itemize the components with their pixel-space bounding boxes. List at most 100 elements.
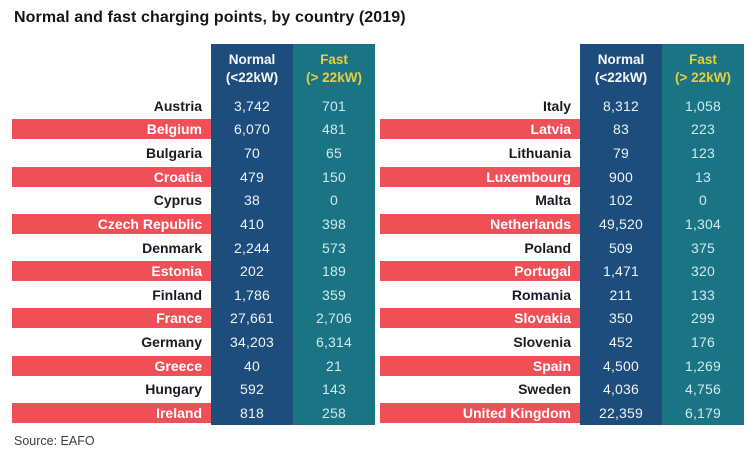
table-row: Netherlands 49,520 1,304 xyxy=(380,212,744,236)
country-label: Greece xyxy=(12,355,211,376)
table-row: Denmark 2,244 573 xyxy=(12,235,375,260)
country-label-cell: Estonia xyxy=(12,259,211,283)
country-label: France xyxy=(12,308,211,329)
table-row: Sweden 4,036 4,756 xyxy=(380,377,744,402)
normal-value: 34,203 xyxy=(211,330,293,354)
country-label-cell: Netherlands xyxy=(380,212,580,236)
rows: Austria 3,742 701 Belgium 6,070 481 Bulgaria 70… xyxy=(12,94,375,425)
fast-header-line2: (> 22kW) xyxy=(675,70,731,85)
country-label: Portugal xyxy=(380,261,580,282)
normal-value: 8,312 xyxy=(580,94,662,118)
fast-column-header: Fast (> 22kW) xyxy=(293,44,375,94)
normal-value: 350 xyxy=(580,306,662,331)
country-label-cell: Luxembourg xyxy=(380,165,580,189)
fast-value: 1,058 xyxy=(662,94,744,118)
normal-value: 202 xyxy=(211,259,293,283)
normal-header-line1: Normal xyxy=(597,52,645,68)
fast-value: 375 xyxy=(662,235,744,260)
country-label: Austria xyxy=(153,97,202,114)
fast-value: 6,314 xyxy=(293,330,375,354)
table-right: Normal (<22kW) Fast (> 22kW) Italy 8,312 1… xyxy=(380,44,744,425)
table-row: France 27,661 2,706 xyxy=(12,306,375,331)
normal-value: 102 xyxy=(580,188,662,213)
table-row: Slovakia 350 299 xyxy=(380,306,744,331)
country-label-cell: Ireland xyxy=(12,401,211,425)
fast-value: 150 xyxy=(293,164,375,189)
table-row: United Kingdom 22,359 6,179 xyxy=(380,401,744,425)
country-label-cell: Croatia xyxy=(12,165,211,189)
table-header: Normal (<22kW) Fast (> 22kW) xyxy=(12,44,375,94)
country-label: Netherlands xyxy=(380,213,580,234)
table-row: Belgium 6,070 481 xyxy=(12,117,375,142)
country-label: Slovakia xyxy=(380,308,580,329)
country-label-cell: United Kingdom xyxy=(380,401,580,425)
fast-value: 701 xyxy=(293,94,375,118)
country-label-cell: Slovenia xyxy=(380,330,580,354)
normal-value: 40 xyxy=(211,353,293,378)
fast-value: 258 xyxy=(293,401,375,425)
country-label: Luxembourg xyxy=(380,166,580,187)
country-label-cell: France xyxy=(12,307,211,331)
normal-value: 3,742 xyxy=(211,94,293,118)
table-row: Bulgaria 70 65 xyxy=(12,141,375,165)
country-label: Sweden xyxy=(518,381,571,398)
country-label: Ireland xyxy=(12,402,211,423)
table-row: Germany 34,203 6,314 xyxy=(12,330,375,354)
country-label-cell: Slovakia xyxy=(380,307,580,331)
normal-value: 27,661 xyxy=(211,306,293,331)
fast-value: 573 xyxy=(293,235,375,260)
fast-value: 0 xyxy=(662,188,744,213)
country-label-cell: Hungary xyxy=(12,378,211,402)
fast-value: 6,179 xyxy=(662,401,744,425)
normal-value: 38 xyxy=(211,188,293,213)
table-row: Spain 4,500 1,269 xyxy=(380,353,744,378)
normal-column-header: Normal (<22kW) xyxy=(211,44,293,94)
table-row: Latvia 83 223 xyxy=(380,117,744,142)
country-label-cell: Portugal xyxy=(380,259,580,283)
country-label: Finland xyxy=(152,286,202,303)
normal-value: 818 xyxy=(211,401,293,425)
normal-value: 6,070 xyxy=(211,117,293,142)
country-label-cell: Romania xyxy=(380,283,580,307)
country-label: Romania xyxy=(511,286,571,303)
country-label-cell: Latvia xyxy=(380,118,580,142)
normal-header-line2: (<22kW) xyxy=(594,70,648,85)
country-label-cell: Germany xyxy=(12,330,211,354)
normal-value: 22,359 xyxy=(580,401,662,425)
table-row: Lithuania 79 123 xyxy=(380,141,744,165)
country-label-cell: Malta xyxy=(380,189,580,213)
fast-value: 481 xyxy=(293,117,375,142)
fast-value: 123 xyxy=(662,141,744,165)
table-row: Italy 8,312 1,058 xyxy=(380,94,744,118)
table-row: Czech Republic 410 398 xyxy=(12,212,375,236)
country-label: Estonia xyxy=(12,261,211,282)
country-label-cell: Finland xyxy=(12,283,211,307)
fast-value: 189 xyxy=(293,259,375,283)
fast-value: 320 xyxy=(662,259,744,283)
country-label-cell: Poland xyxy=(380,236,580,260)
table-row: Greece 40 21 xyxy=(12,353,375,378)
fast-value: 65 xyxy=(293,141,375,165)
country-label: Bulgaria xyxy=(145,145,202,162)
tables-container: Normal (<22kW) Fast (> 22kW) Austria 3,74… xyxy=(0,44,756,425)
country-label: Slovenia xyxy=(513,334,571,351)
country-label-cell: Czech Republic xyxy=(12,212,211,236)
normal-value: 900 xyxy=(580,164,662,189)
normal-value: 4,500 xyxy=(580,353,662,378)
country-label-cell: Denmark xyxy=(12,236,211,260)
table-row: Cyprus 38 0 xyxy=(12,188,375,213)
fast-value: 143 xyxy=(293,377,375,402)
header-spacer xyxy=(12,44,211,94)
normal-value: 70 xyxy=(211,141,293,165)
fast-value: 0 xyxy=(293,188,375,213)
country-label: Czech Republic xyxy=(12,213,211,234)
country-label: Malta xyxy=(535,192,571,209)
fast-value: 2,706 xyxy=(293,306,375,331)
country-label-cell: Lithuania xyxy=(380,141,580,165)
table-left: Normal (<22kW) Fast (> 22kW) Austria 3,74… xyxy=(12,44,375,425)
country-label: Italy xyxy=(542,97,571,114)
country-label-cell: Bulgaria xyxy=(12,141,211,165)
page-title: Normal and fast charging points, by coun… xyxy=(14,9,406,26)
country-label-cell: Sweden xyxy=(380,378,580,402)
